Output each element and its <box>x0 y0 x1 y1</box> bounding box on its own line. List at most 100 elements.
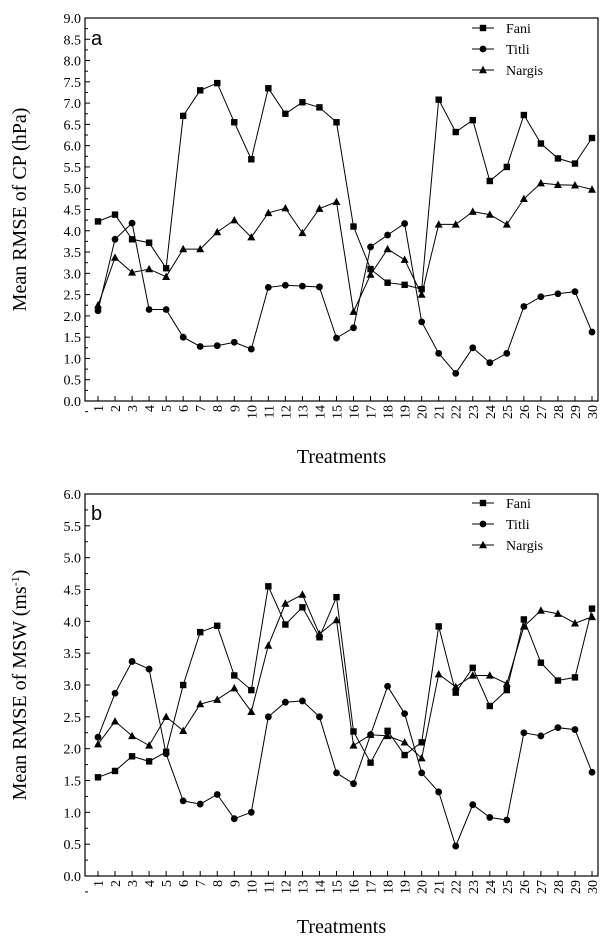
data-point-fani <box>367 265 374 273</box>
y-tick-label: 4.0 <box>64 225 82 240</box>
panel-letter: a <box>91 28 103 50</box>
legend-marker-nargis <box>479 65 487 74</box>
data-point-fani <box>248 156 255 163</box>
data-point-fani <box>128 236 136 243</box>
data-point-fani <box>111 767 119 775</box>
x-tick-label: 19 <box>399 880 414 894</box>
y-tick-label: 0.5 <box>64 374 82 389</box>
data-point-titli <box>486 359 494 367</box>
x-tick-label: 5 <box>160 880 175 887</box>
data-point-titli <box>571 726 579 733</box>
data-point-titli <box>350 780 357 788</box>
data-point-fani <box>214 622 221 629</box>
data-point-nargis <box>468 207 477 215</box>
data-point-fani <box>520 616 528 623</box>
data-point-fani <box>350 728 357 735</box>
x-tick-label: 23 <box>467 405 482 419</box>
x-tick-label: 28 <box>552 405 567 419</box>
data-point-titli <box>537 732 545 740</box>
data-point-nargis <box>196 244 205 253</box>
data-point-fani <box>350 223 357 230</box>
data-point-titli <box>179 797 187 805</box>
y-tick-label: 4.0 <box>64 615 82 630</box>
data-point-titli <box>299 697 306 705</box>
legend: Fani Titli Nargis <box>472 497 543 554</box>
data-point-nargis <box>485 671 494 679</box>
data-point-titli <box>554 290 562 298</box>
x-tick-label: 7 <box>194 405 209 412</box>
x-tick-label: 26 <box>518 880 533 894</box>
data-point-fani <box>282 621 289 628</box>
data-point-titli <box>145 306 153 313</box>
data-point-titli <box>435 349 443 357</box>
data-point-fani <box>554 677 562 684</box>
data-point-fani <box>333 119 340 126</box>
series-nargis <box>94 178 596 315</box>
data-point-fani <box>282 110 289 117</box>
x-tick-label: 15 <box>330 880 345 894</box>
x-tick-label: 13 <box>296 880 311 894</box>
data-point-fani <box>503 686 511 694</box>
data-point-titli <box>503 816 511 824</box>
data-point-nargis <box>434 669 443 678</box>
x-tick-label: 2 <box>109 405 124 412</box>
x-tick-label: 14 <box>313 405 328 419</box>
data-point-fani <box>333 593 340 601</box>
series-line-titli <box>97 660 593 848</box>
data-point-nargis <box>570 181 579 189</box>
data-point-titli <box>128 219 136 227</box>
data-point-fani <box>248 686 255 694</box>
data-point-fani <box>299 604 306 611</box>
data-point-nargis <box>162 712 171 721</box>
x-tick-label: 29 <box>569 405 584 419</box>
data-point-nargis <box>519 194 528 203</box>
data-point-titli <box>333 334 340 342</box>
data-point-nargis <box>349 741 358 749</box>
data-point-fani <box>537 659 545 666</box>
data-point-nargis <box>315 204 324 212</box>
y-tick-label: 2.5 <box>64 289 82 304</box>
data-point-titli <box>94 307 102 315</box>
x-tick-label: 30 <box>586 405 601 419</box>
data-point-titli <box>435 788 443 796</box>
data-point-titli <box>469 344 477 352</box>
x-tick-label: 4 <box>143 405 158 412</box>
data-point-fani <box>197 628 204 636</box>
x-tick-label: 11 <box>262 405 277 418</box>
x-tick-label: 4 <box>143 880 158 887</box>
legend-marker-titli <box>479 45 487 53</box>
data-point-titli <box>333 769 340 777</box>
data-point-fani <box>554 155 562 162</box>
data-point-fani <box>588 605 596 612</box>
data-point-fani <box>435 96 442 103</box>
data-point-fani <box>94 218 102 225</box>
data-point-fani <box>571 160 579 167</box>
y-tick-label: 3.5 <box>64 246 82 261</box>
legend-label: Fani <box>506 497 531 512</box>
x-tick-label: 12 <box>279 880 294 894</box>
data-point-fani <box>299 99 306 106</box>
x-tick-label: 8 <box>211 405 226 412</box>
data-point-titli <box>350 324 357 332</box>
data-point-nargis <box>468 671 477 679</box>
data-point-nargis <box>519 622 528 630</box>
legend-label: Nargis <box>506 539 543 554</box>
data-point-titli <box>520 303 528 310</box>
data-point-nargis <box>553 180 562 189</box>
y-axis-title-text: Mean RMSE of MSW (ms <box>9 586 31 800</box>
data-point-titli <box>213 791 221 798</box>
data-point-titli <box>111 689 119 697</box>
data-point-titli <box>213 342 221 350</box>
data-point-titli <box>94 733 102 741</box>
data-point-nargis <box>451 220 460 228</box>
legend-marker-fani <box>479 24 487 32</box>
y-tick-label: 8.0 <box>64 55 82 70</box>
x-tick-label: 25 <box>501 405 516 419</box>
data-point-nargis <box>298 590 307 598</box>
data-point-nargis <box>213 695 222 703</box>
data-point-fani <box>571 674 579 681</box>
x-tick-label: 11 <box>262 880 277 893</box>
data-point-titli <box>162 306 170 313</box>
y-tick-label: 6.0 <box>64 140 82 155</box>
legend-label: Titli <box>506 43 530 58</box>
